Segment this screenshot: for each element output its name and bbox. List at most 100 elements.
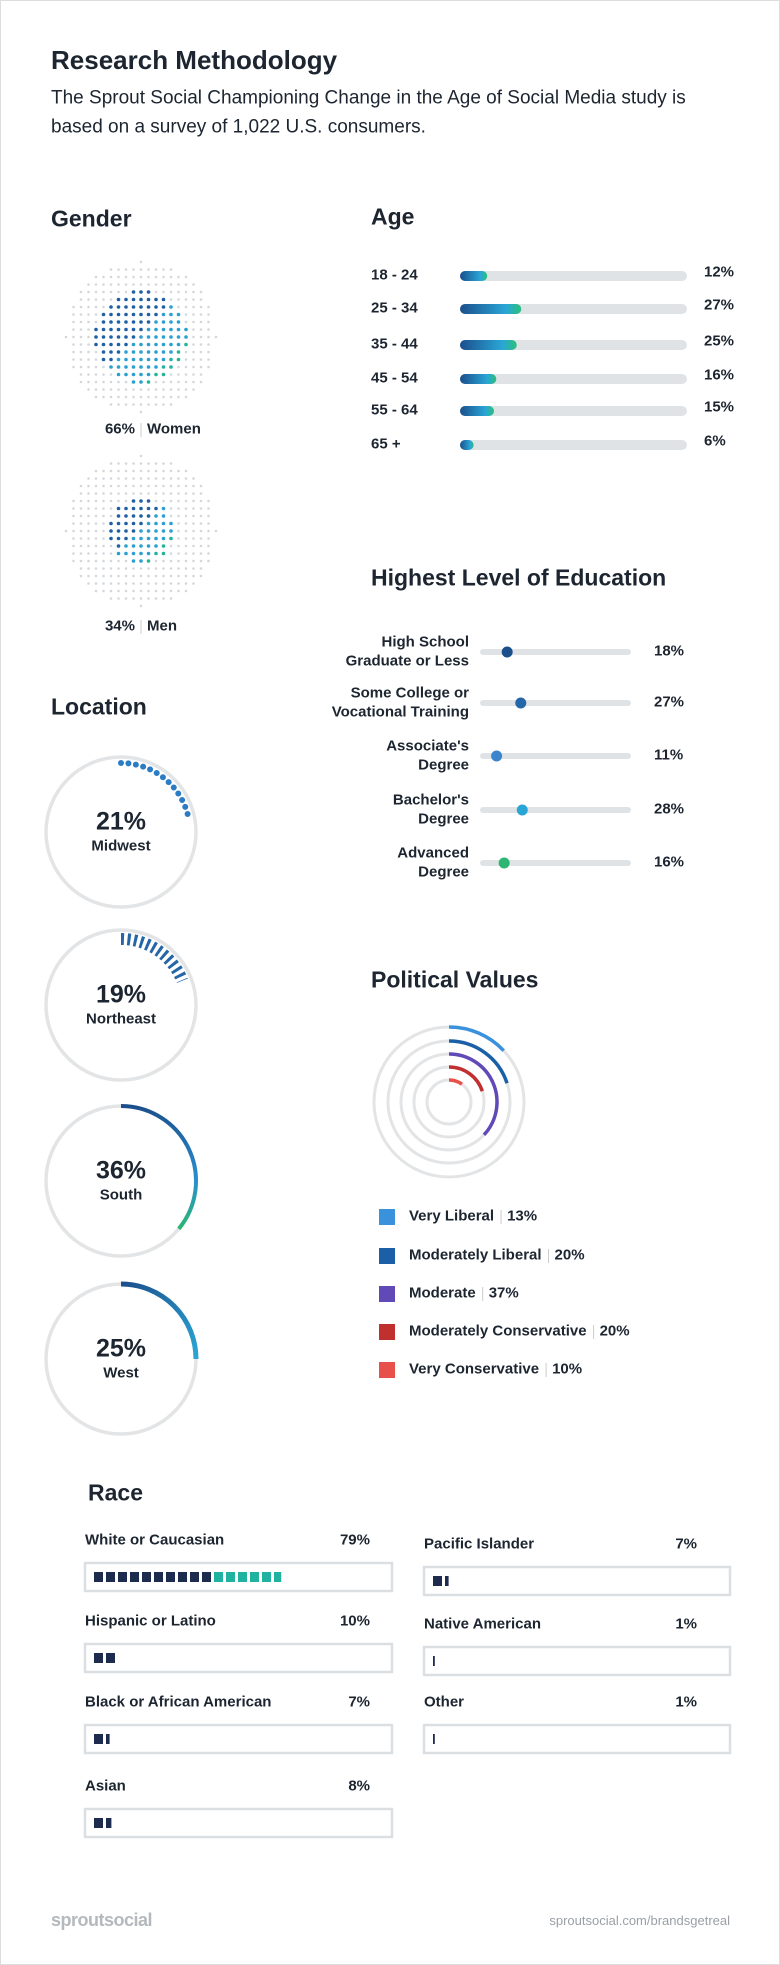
gray-dot bbox=[169, 507, 173, 510]
gray-dot bbox=[132, 462, 135, 465]
colored-dot bbox=[146, 335, 151, 339]
gray-dot bbox=[147, 484, 150, 488]
gray-dot bbox=[72, 365, 75, 369]
square bbox=[94, 1572, 103, 1582]
gray-dot bbox=[192, 484, 195, 488]
gray-dot bbox=[154, 492, 158, 495]
gray-dot bbox=[139, 589, 143, 593]
gray-dot bbox=[139, 275, 143, 279]
legend-swatch bbox=[379, 1286, 395, 1302]
colored-dot bbox=[116, 514, 121, 518]
colored-dot bbox=[131, 380, 136, 384]
gray-dot bbox=[79, 499, 83, 503]
gray-dot bbox=[109, 514, 113, 518]
gray-dot bbox=[184, 544, 188, 548]
colored-dot bbox=[161, 536, 166, 541]
colored-dot bbox=[124, 312, 128, 317]
gray-dot bbox=[177, 507, 180, 510]
gray-dot bbox=[192, 514, 195, 518]
gray-dot bbox=[162, 462, 165, 465]
gray-dot bbox=[109, 469, 113, 473]
arc bbox=[448, 1052, 499, 1137]
colored-dot bbox=[131, 327, 136, 332]
colored-dot bbox=[109, 357, 113, 362]
colored-dot bbox=[146, 372, 151, 377]
colored-dot bbox=[161, 521, 166, 526]
gray-dot bbox=[154, 589, 158, 593]
square-bar bbox=[433, 1734, 435, 1744]
gray-dot bbox=[147, 469, 150, 473]
square-bar bbox=[94, 1818, 112, 1828]
gray-dot bbox=[184, 559, 188, 563]
gray-dot bbox=[109, 559, 113, 563]
gray-dot bbox=[139, 582, 143, 585]
gray-dot bbox=[207, 522, 210, 525]
colored-dot bbox=[94, 342, 98, 347]
colored-dot bbox=[146, 551, 151, 556]
gray-dot bbox=[102, 567, 105, 570]
gray-dot bbox=[109, 275, 113, 279]
colored-dot bbox=[101, 335, 106, 339]
colored-dot bbox=[139, 290, 143, 294]
value-label: 6% bbox=[704, 432, 726, 450]
gray-dot bbox=[177, 537, 180, 540]
square bbox=[433, 1576, 442, 1586]
colored-dot bbox=[139, 297, 143, 302]
gray-dot bbox=[109, 552, 113, 555]
gray-dot bbox=[199, 365, 203, 369]
gray-dot bbox=[79, 313, 83, 316]
colored-dot bbox=[154, 320, 158, 324]
box bbox=[422, 1723, 732, 1755]
gray-dot bbox=[132, 283, 135, 286]
colored-dot bbox=[146, 544, 151, 548]
dot bbox=[515, 697, 527, 709]
colored-dot bbox=[124, 297, 128, 302]
gray-dot bbox=[94, 484, 98, 488]
gray-dot bbox=[177, 395, 180, 399]
colored-dot bbox=[154, 372, 158, 377]
gray-dot bbox=[72, 328, 75, 331]
gray-dot bbox=[87, 552, 90, 555]
square bbox=[94, 1653, 103, 1663]
gray-dot bbox=[207, 499, 210, 503]
gray-dot bbox=[177, 477, 180, 480]
category-label: Hispanic or Latino bbox=[85, 1612, 216, 1630]
gray-dot bbox=[132, 477, 135, 480]
gray-dot bbox=[139, 567, 143, 570]
colored-dot bbox=[154, 551, 158, 556]
gray-dot bbox=[169, 582, 173, 585]
colored-dot bbox=[109, 536, 113, 541]
gray-dot bbox=[199, 380, 203, 384]
gray-dot bbox=[199, 507, 203, 510]
gray-dot bbox=[102, 507, 105, 510]
colored-dot bbox=[109, 335, 113, 339]
gray-dot bbox=[192, 373, 195, 376]
gray-dot bbox=[199, 298, 203, 301]
box bbox=[422, 1565, 732, 1597]
gray-dot bbox=[64, 529, 68, 533]
colored-dot bbox=[161, 514, 166, 518]
colored-dot bbox=[176, 312, 181, 317]
gray-dot bbox=[154, 403, 158, 406]
gray-dot bbox=[192, 544, 195, 548]
colored-dot bbox=[139, 327, 143, 332]
track bbox=[460, 440, 687, 450]
gray-dot bbox=[207, 358, 210, 361]
gray-dot bbox=[147, 403, 150, 406]
gray-dot bbox=[72, 507, 75, 510]
gray-dot bbox=[124, 559, 128, 563]
colored-dot bbox=[154, 305, 158, 309]
gray-dot bbox=[64, 335, 68, 339]
gray-dot bbox=[199, 313, 203, 316]
gray-dot bbox=[109, 388, 113, 391]
partial-square bbox=[433, 1734, 435, 1744]
ring bbox=[425, 1078, 473, 1126]
gray-dot bbox=[184, 499, 188, 503]
colored-dot bbox=[169, 529, 173, 533]
colored-dot bbox=[139, 506, 143, 511]
colored-dot bbox=[116, 365, 121, 369]
page-title: Research Methodology bbox=[51, 44, 338, 75]
gray-dot bbox=[184, 305, 188, 309]
colored-dot bbox=[146, 365, 151, 369]
colored-dot bbox=[154, 342, 158, 347]
